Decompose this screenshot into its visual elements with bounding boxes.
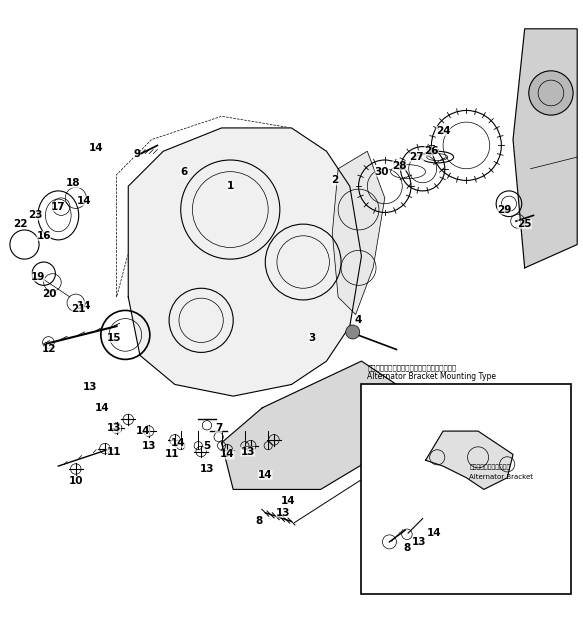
Polygon shape xyxy=(426,431,513,489)
Text: 28: 28 xyxy=(392,161,406,171)
Text: 14: 14 xyxy=(281,496,296,506)
Text: 14: 14 xyxy=(77,196,92,206)
Text: 13: 13 xyxy=(412,537,426,547)
Text: 14: 14 xyxy=(220,449,235,459)
Text: 13: 13 xyxy=(200,464,214,474)
Text: 12: 12 xyxy=(43,345,57,355)
Text: 26: 26 xyxy=(424,147,438,156)
Text: 13: 13 xyxy=(107,423,121,433)
Text: 14: 14 xyxy=(135,426,150,436)
Text: 13: 13 xyxy=(83,382,97,392)
Text: 13: 13 xyxy=(276,508,290,518)
Text: 11: 11 xyxy=(107,447,121,457)
Text: 18: 18 xyxy=(66,179,80,188)
Circle shape xyxy=(346,325,360,339)
Text: 14: 14 xyxy=(258,470,273,480)
Polygon shape xyxy=(513,29,577,268)
Text: Alternator Bracket: Alternator Bracket xyxy=(469,474,533,480)
Text: 25: 25 xyxy=(518,219,532,229)
Text: 9: 9 xyxy=(134,149,141,159)
Text: 14: 14 xyxy=(77,301,92,311)
Text: オルタネータブラケット: オルタネータブラケット xyxy=(469,464,511,470)
Text: 3: 3 xyxy=(308,333,315,343)
Text: 24: 24 xyxy=(436,126,451,136)
Text: 21: 21 xyxy=(72,304,86,314)
Text: 17: 17 xyxy=(51,202,66,211)
Text: 20: 20 xyxy=(43,289,57,299)
Text: 7: 7 xyxy=(215,423,222,433)
Text: 30: 30 xyxy=(375,167,389,177)
Text: 6: 6 xyxy=(180,167,187,177)
Text: 10: 10 xyxy=(69,476,83,486)
Text: 11: 11 xyxy=(165,449,179,459)
Text: 4: 4 xyxy=(355,315,362,325)
Bar xyxy=(361,384,571,594)
Text: Alternator Bracket Mounting Type: Alternator Bracket Mounting Type xyxy=(367,372,496,381)
Text: 2: 2 xyxy=(332,175,339,186)
Text: 8: 8 xyxy=(403,543,410,553)
Text: 29: 29 xyxy=(497,204,511,214)
Text: 22: 22 xyxy=(13,219,27,229)
Text: オルタネータブラケットマウンティングタイプ: オルタネータブラケットマウンティングタイプ xyxy=(367,365,456,372)
Text: 14: 14 xyxy=(170,438,185,448)
Text: 14: 14 xyxy=(94,403,110,413)
Text: 13: 13 xyxy=(142,441,156,450)
Text: 5: 5 xyxy=(203,441,210,450)
Text: 14: 14 xyxy=(89,143,104,153)
Polygon shape xyxy=(222,361,396,489)
Polygon shape xyxy=(128,128,361,396)
Text: 1: 1 xyxy=(227,181,234,191)
Text: 19: 19 xyxy=(31,272,45,282)
Polygon shape xyxy=(332,151,385,314)
Text: 8: 8 xyxy=(256,516,263,526)
Text: 13: 13 xyxy=(241,447,255,457)
Text: 16: 16 xyxy=(37,231,51,241)
Text: 14: 14 xyxy=(427,528,442,538)
Text: 15: 15 xyxy=(107,333,121,343)
Text: 23: 23 xyxy=(28,210,42,220)
Text: 27: 27 xyxy=(409,152,424,162)
Circle shape xyxy=(529,71,573,115)
